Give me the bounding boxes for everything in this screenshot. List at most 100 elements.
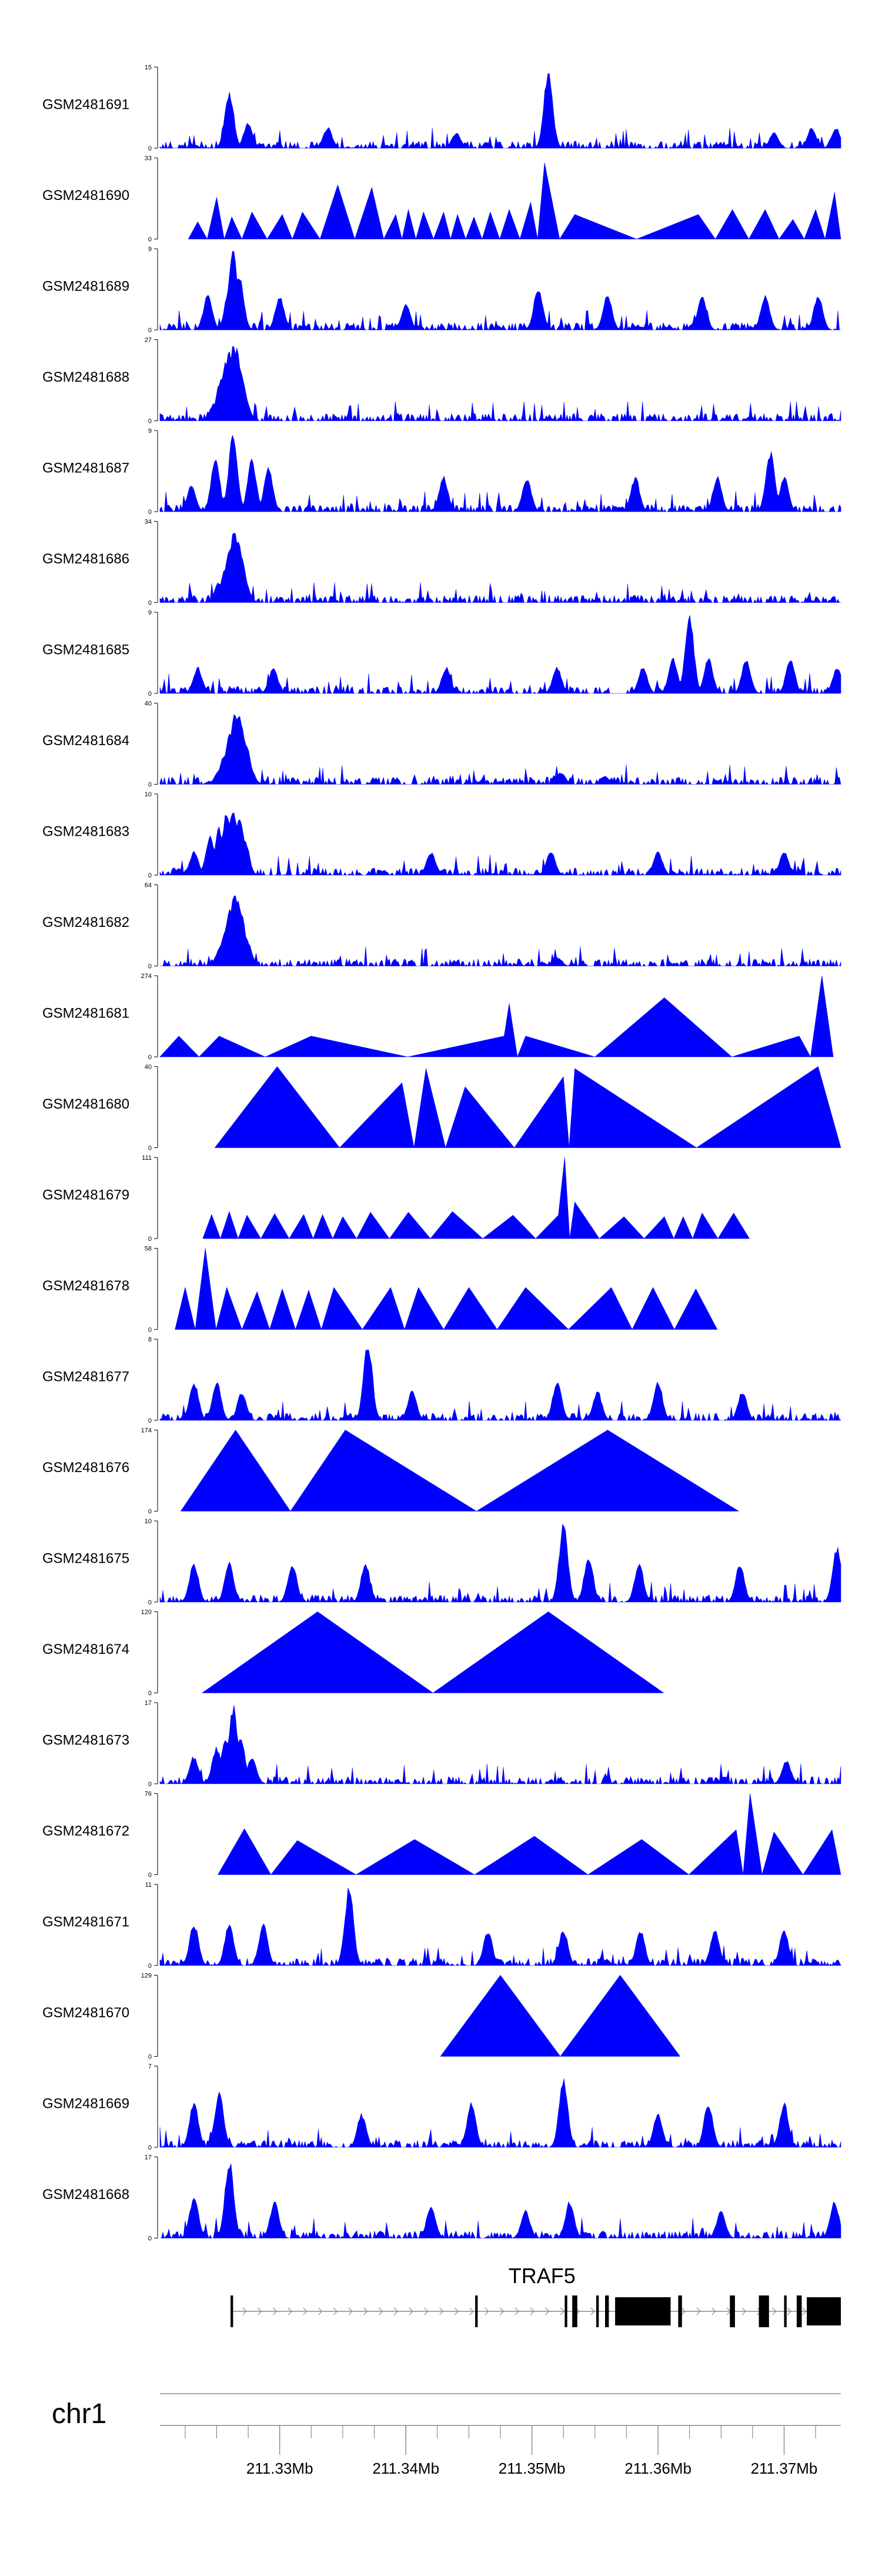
track-ymin-label: 0 bbox=[148, 1236, 152, 1243]
track-ymax-label: 8 bbox=[148, 1336, 152, 1343]
track-coverage-area bbox=[218, 1793, 841, 1875]
track-gsm2481670: GSM2481670 129 0 bbox=[42, 1973, 680, 2061]
track-label: GSM2481680 bbox=[42, 1096, 129, 1112]
coordinate-tick-label: 211.36Mb bbox=[624, 2460, 691, 2477]
track-ymax-label: 111 bbox=[142, 1154, 152, 1162]
gene-exon bbox=[759, 2295, 769, 2327]
track-gsm2481689: GSM2481689 9 0 bbox=[42, 246, 841, 334]
track-label: GSM2481677 bbox=[42, 1369, 129, 1384]
coordinate-tick-label: 211.35Mb bbox=[499, 2460, 566, 2477]
track-coverage-area bbox=[159, 714, 841, 785]
track-gsm2481673: GSM2481673 17 0 bbox=[42, 1700, 841, 1788]
track-ymin-label: 0 bbox=[148, 2054, 152, 2061]
track-ymin-label: 0 bbox=[148, 1417, 152, 1424]
strand-chevron-icon bbox=[363, 2307, 368, 2315]
strand-chevron-icon bbox=[333, 2307, 338, 2315]
track-gsm2481682: GSM2481682 64 0 bbox=[42, 882, 841, 970]
track-label: GSM2481675 bbox=[42, 1550, 129, 1566]
track-ymin-label: 0 bbox=[148, 1599, 152, 1606]
track-ymax-label: 40 bbox=[145, 1064, 152, 1071]
gene-name-label: TRAF5 bbox=[509, 2264, 576, 2288]
track-gsm2481681: GSM2481681 274 0 bbox=[42, 973, 834, 1061]
track-ymax-label: 120 bbox=[141, 1609, 152, 1616]
track-coverage-area bbox=[159, 346, 841, 421]
gene-exon bbox=[475, 2295, 478, 2327]
track-ymax-label: 7 bbox=[148, 2063, 152, 2070]
track-ymax-label: 9 bbox=[148, 246, 152, 253]
strand-chevron-icon bbox=[590, 2307, 595, 2315]
strand-chevron-icon bbox=[514, 2307, 519, 2315]
track-gsm2481680: GSM2481680 40 0 bbox=[42, 1064, 841, 1152]
track-coverage-area bbox=[159, 975, 834, 1057]
strand-chevron-icon bbox=[787, 2307, 792, 2315]
track-ymax-label: 58 bbox=[145, 1246, 152, 1253]
track-ymin-label: 0 bbox=[148, 509, 152, 516]
track-gsm2481688: GSM2481688 27 0 bbox=[42, 337, 841, 425]
strand-chevron-icon bbox=[772, 2307, 777, 2315]
gene-exon bbox=[605, 2295, 609, 2327]
track-ymax-label: 34 bbox=[145, 519, 152, 526]
track-gsm2481690: GSM2481690 33 0 bbox=[42, 155, 841, 243]
strand-chevron-icon bbox=[272, 2307, 278, 2315]
track-coverage-area bbox=[159, 251, 841, 331]
track-label: GSM2481678 bbox=[42, 1278, 129, 1294]
track-coverage-area bbox=[159, 1705, 841, 1784]
track-label: GSM2481670 bbox=[42, 2005, 129, 2021]
track-label: GSM2481671 bbox=[42, 1914, 129, 1930]
track-ymax-label: 76 bbox=[145, 1791, 152, 1798]
track-ymax-label: 11 bbox=[145, 1881, 152, 1888]
strand-chevron-icon bbox=[560, 2307, 565, 2315]
track-coverage-area bbox=[175, 1248, 718, 1330]
track-coverage-area bbox=[159, 2078, 841, 2148]
track-gsm2481677: GSM2481677 8 0 bbox=[42, 1336, 841, 1424]
track-ymax-label: 27 bbox=[145, 337, 152, 344]
track-label: GSM2481681 bbox=[42, 1005, 129, 1021]
track-ymax-label: 9 bbox=[148, 428, 152, 435]
track-label: GSM2481682 bbox=[42, 915, 129, 930]
strand-chevron-icon bbox=[393, 2307, 399, 2315]
track-label: GSM2481673 bbox=[42, 1732, 129, 1748]
track-ymin-label: 0 bbox=[148, 1690, 152, 1697]
track-coverage-area bbox=[202, 1611, 664, 1693]
strand-chevron-icon bbox=[348, 2307, 353, 2315]
track-gsm2481676: GSM2481676 174 0 bbox=[42, 1427, 739, 1516]
track-coverage-area bbox=[159, 73, 841, 149]
track-ymax-label: 129 bbox=[141, 1973, 152, 1980]
track-label: GSM2481689 bbox=[42, 278, 129, 294]
gene-exon bbox=[678, 2295, 682, 2327]
track-ymin-label: 0 bbox=[148, 1054, 152, 1061]
track-ymin-label: 0 bbox=[148, 963, 152, 970]
track-coverage-area bbox=[159, 812, 841, 876]
gene-exon bbox=[564, 2295, 567, 2327]
track-gsm2481687: GSM2481687 9 0 bbox=[42, 428, 841, 516]
track-ymax-label: 174 bbox=[141, 1427, 152, 1434]
track-coverage-area bbox=[159, 533, 841, 603]
track-ymin-label: 0 bbox=[148, 1327, 152, 1334]
gene-exon bbox=[230, 2295, 233, 2327]
coordinate-tick-label: 211.33Mb bbox=[246, 2460, 313, 2477]
strand-chevron-icon bbox=[424, 2307, 429, 2315]
track-coverage-area bbox=[159, 1887, 841, 1966]
track-ymin-label: 0 bbox=[148, 327, 152, 334]
strand-chevron-icon bbox=[378, 2307, 383, 2315]
track-ymax-label: 10 bbox=[145, 791, 152, 798]
track-label: GSM2481668 bbox=[42, 2187, 129, 2203]
strand-chevron-icon bbox=[288, 2307, 292, 2315]
strand-chevron-icon bbox=[439, 2307, 444, 2315]
track-label: GSM2481685 bbox=[42, 642, 129, 658]
track-label: GSM2481686 bbox=[42, 551, 129, 567]
track-coverage-area bbox=[159, 1524, 841, 1603]
chromosome-label: chr1 bbox=[52, 2398, 106, 2430]
track-coverage-area bbox=[188, 162, 841, 239]
track-ymin-label: 0 bbox=[148, 872, 152, 879]
strand-chevron-icon bbox=[485, 2307, 489, 2315]
strand-chevron-icon bbox=[409, 2307, 413, 2315]
track-label: GSM2481674 bbox=[42, 1641, 129, 1657]
strand-chevron-icon bbox=[802, 2307, 807, 2315]
track-coverage-area bbox=[202, 1157, 750, 1239]
gene-exon bbox=[730, 2295, 735, 2327]
track-coverage-area bbox=[159, 615, 841, 694]
coverage-tracks: GSM2481691150GSM2481690330GSM248168990GS… bbox=[42, 64, 841, 2243]
track-label: GSM2481684 bbox=[42, 733, 129, 749]
